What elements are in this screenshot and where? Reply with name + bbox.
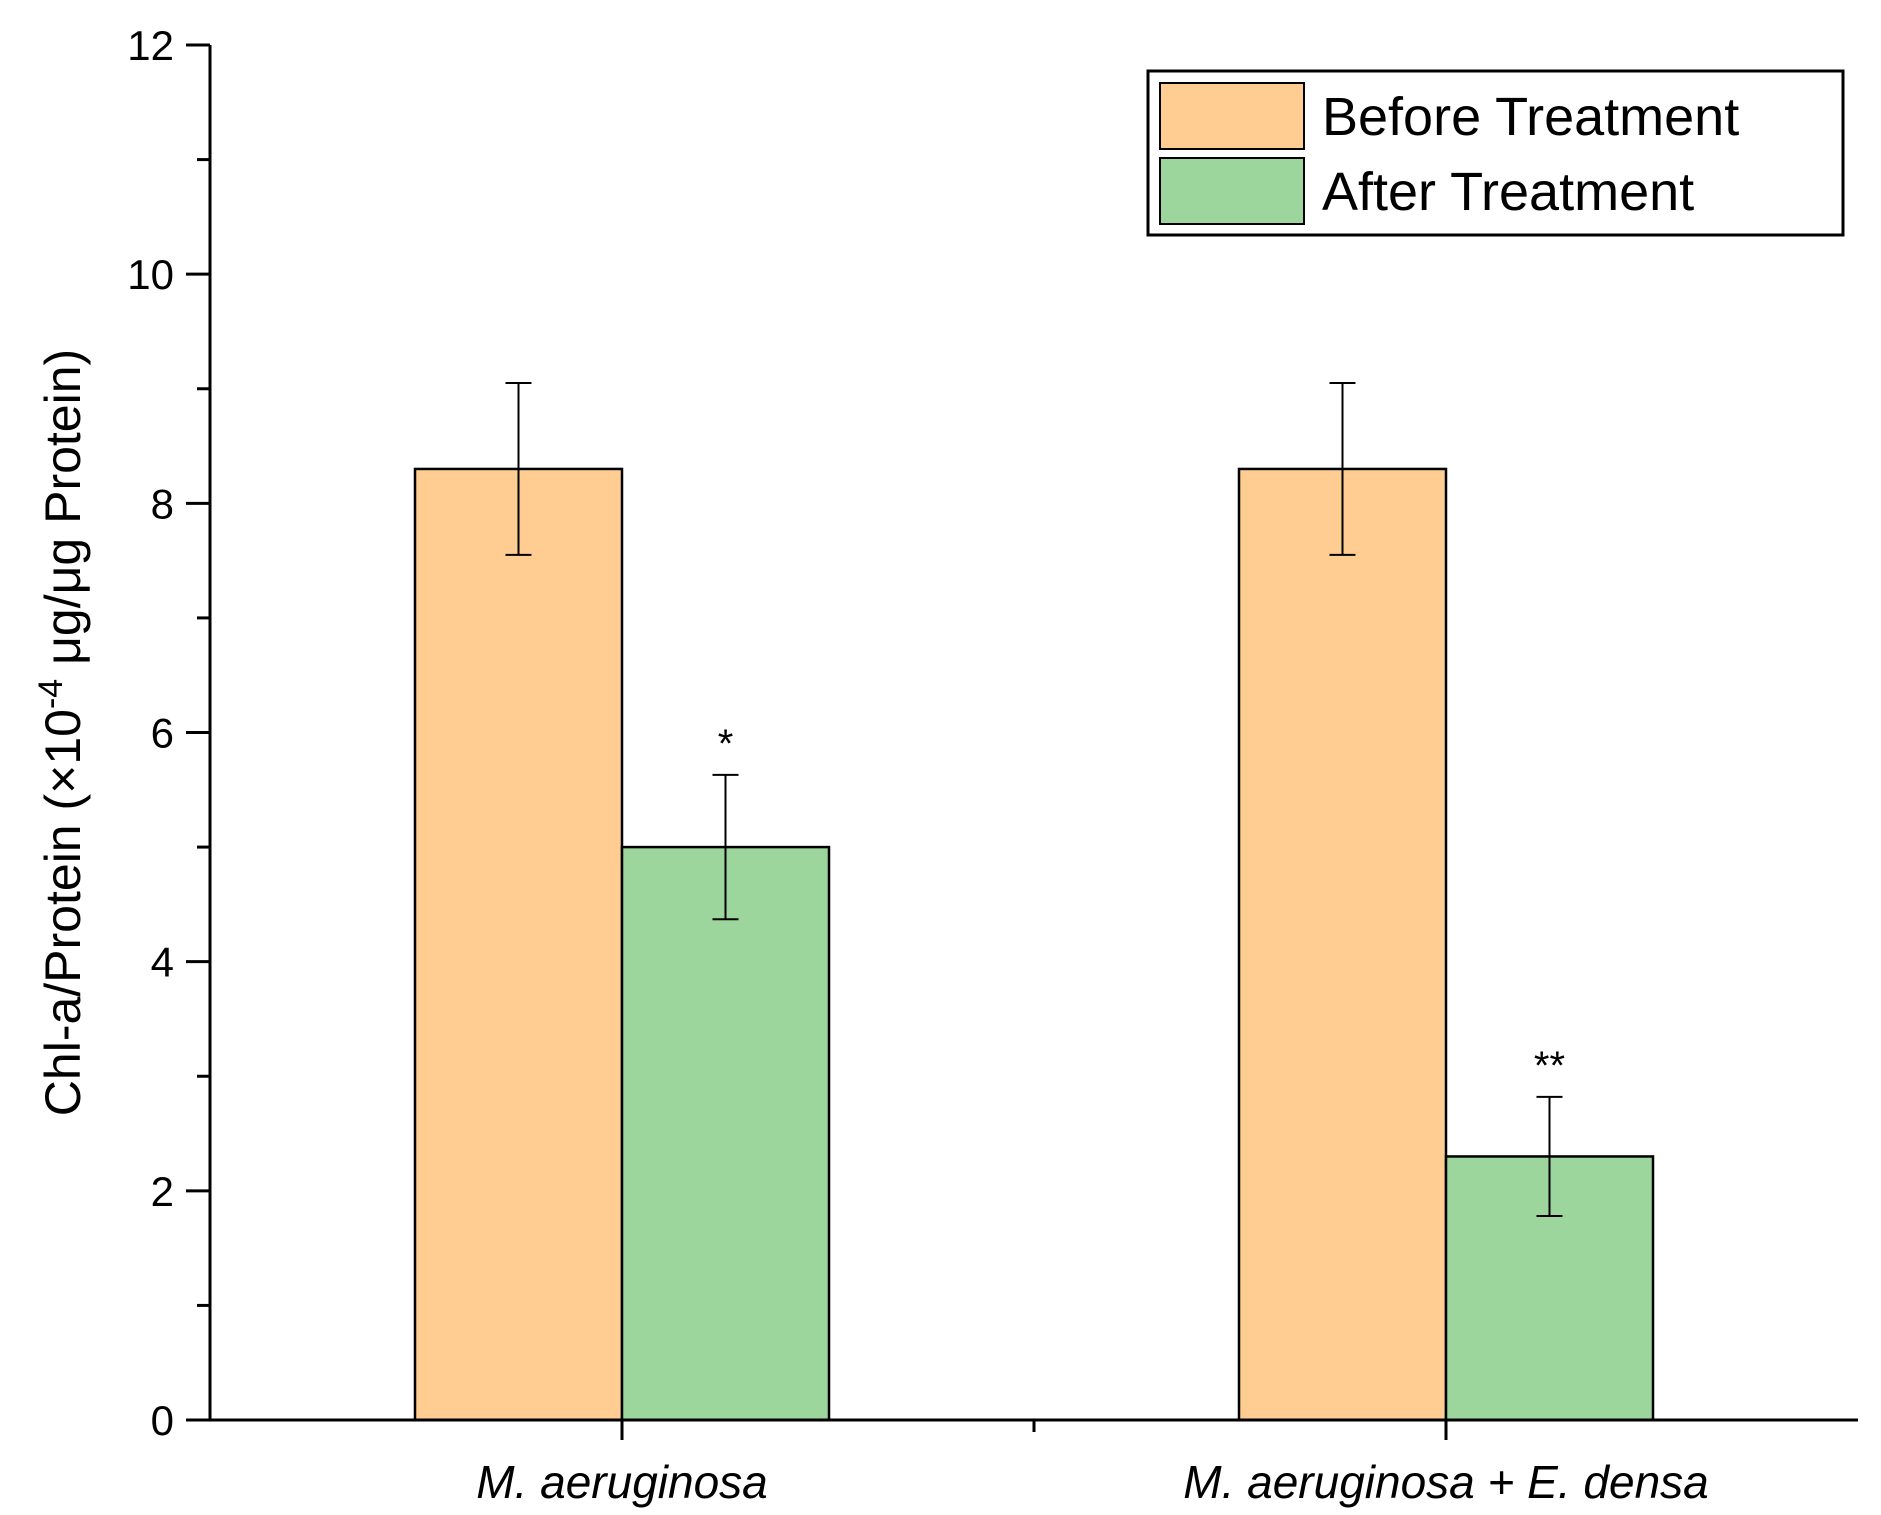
bars (413, 467, 1655, 1422)
y-tick-label: 0 (151, 1397, 174, 1444)
y-axis-label-superscript: -4 (32, 679, 70, 709)
y-tick-label: 8 (151, 480, 174, 527)
y-axis-label: Chl-a/Protein (×10-4 μg/μg Protein) (32, 349, 91, 1116)
x-tick-label: M. aeruginosa + E. densa (1183, 1456, 1709, 1508)
significance-marker: ** (1534, 1044, 1565, 1088)
y-tick-label: 4 (151, 939, 174, 986)
significance-marker: * (718, 722, 734, 766)
legend-label-after-treatment: After Treatment (1322, 162, 1694, 222)
y-tick-label: 12 (127, 22, 174, 69)
y-axis-label-suffix: μg/μg Protein) (35, 349, 91, 679)
significance-annotations: *** (718, 722, 1565, 1088)
legend: Before Treatment After Treatment (1146, 69, 1845, 237)
bar-before-treatment (413, 467, 624, 1422)
x-tick-label: M. aeruginosa (476, 1456, 768, 1508)
bar-after-treatment (620, 845, 831, 1422)
y-axis-ticks: 0 2 4 6 8 10 12 (127, 22, 210, 1444)
legend-swatch-after-treatment (1159, 157, 1305, 225)
legend-label-before-treatment: Before Treatment (1322, 87, 1739, 147)
bar-before-treatment (1237, 467, 1448, 1422)
y-axis-label-prefix: Chl-a/Protein (×10 (35, 709, 91, 1116)
y-tick-label: 6 (151, 710, 174, 757)
y-tick-label: 2 (151, 1168, 174, 1215)
x-axis-ticks: M. aeruginosa M. aeruginosa + E. densa (476, 1420, 1709, 1508)
legend-swatch-before-treatment (1159, 82, 1305, 150)
error-bars (505, 382, 1563, 1218)
y-tick-label: 10 (127, 251, 174, 298)
